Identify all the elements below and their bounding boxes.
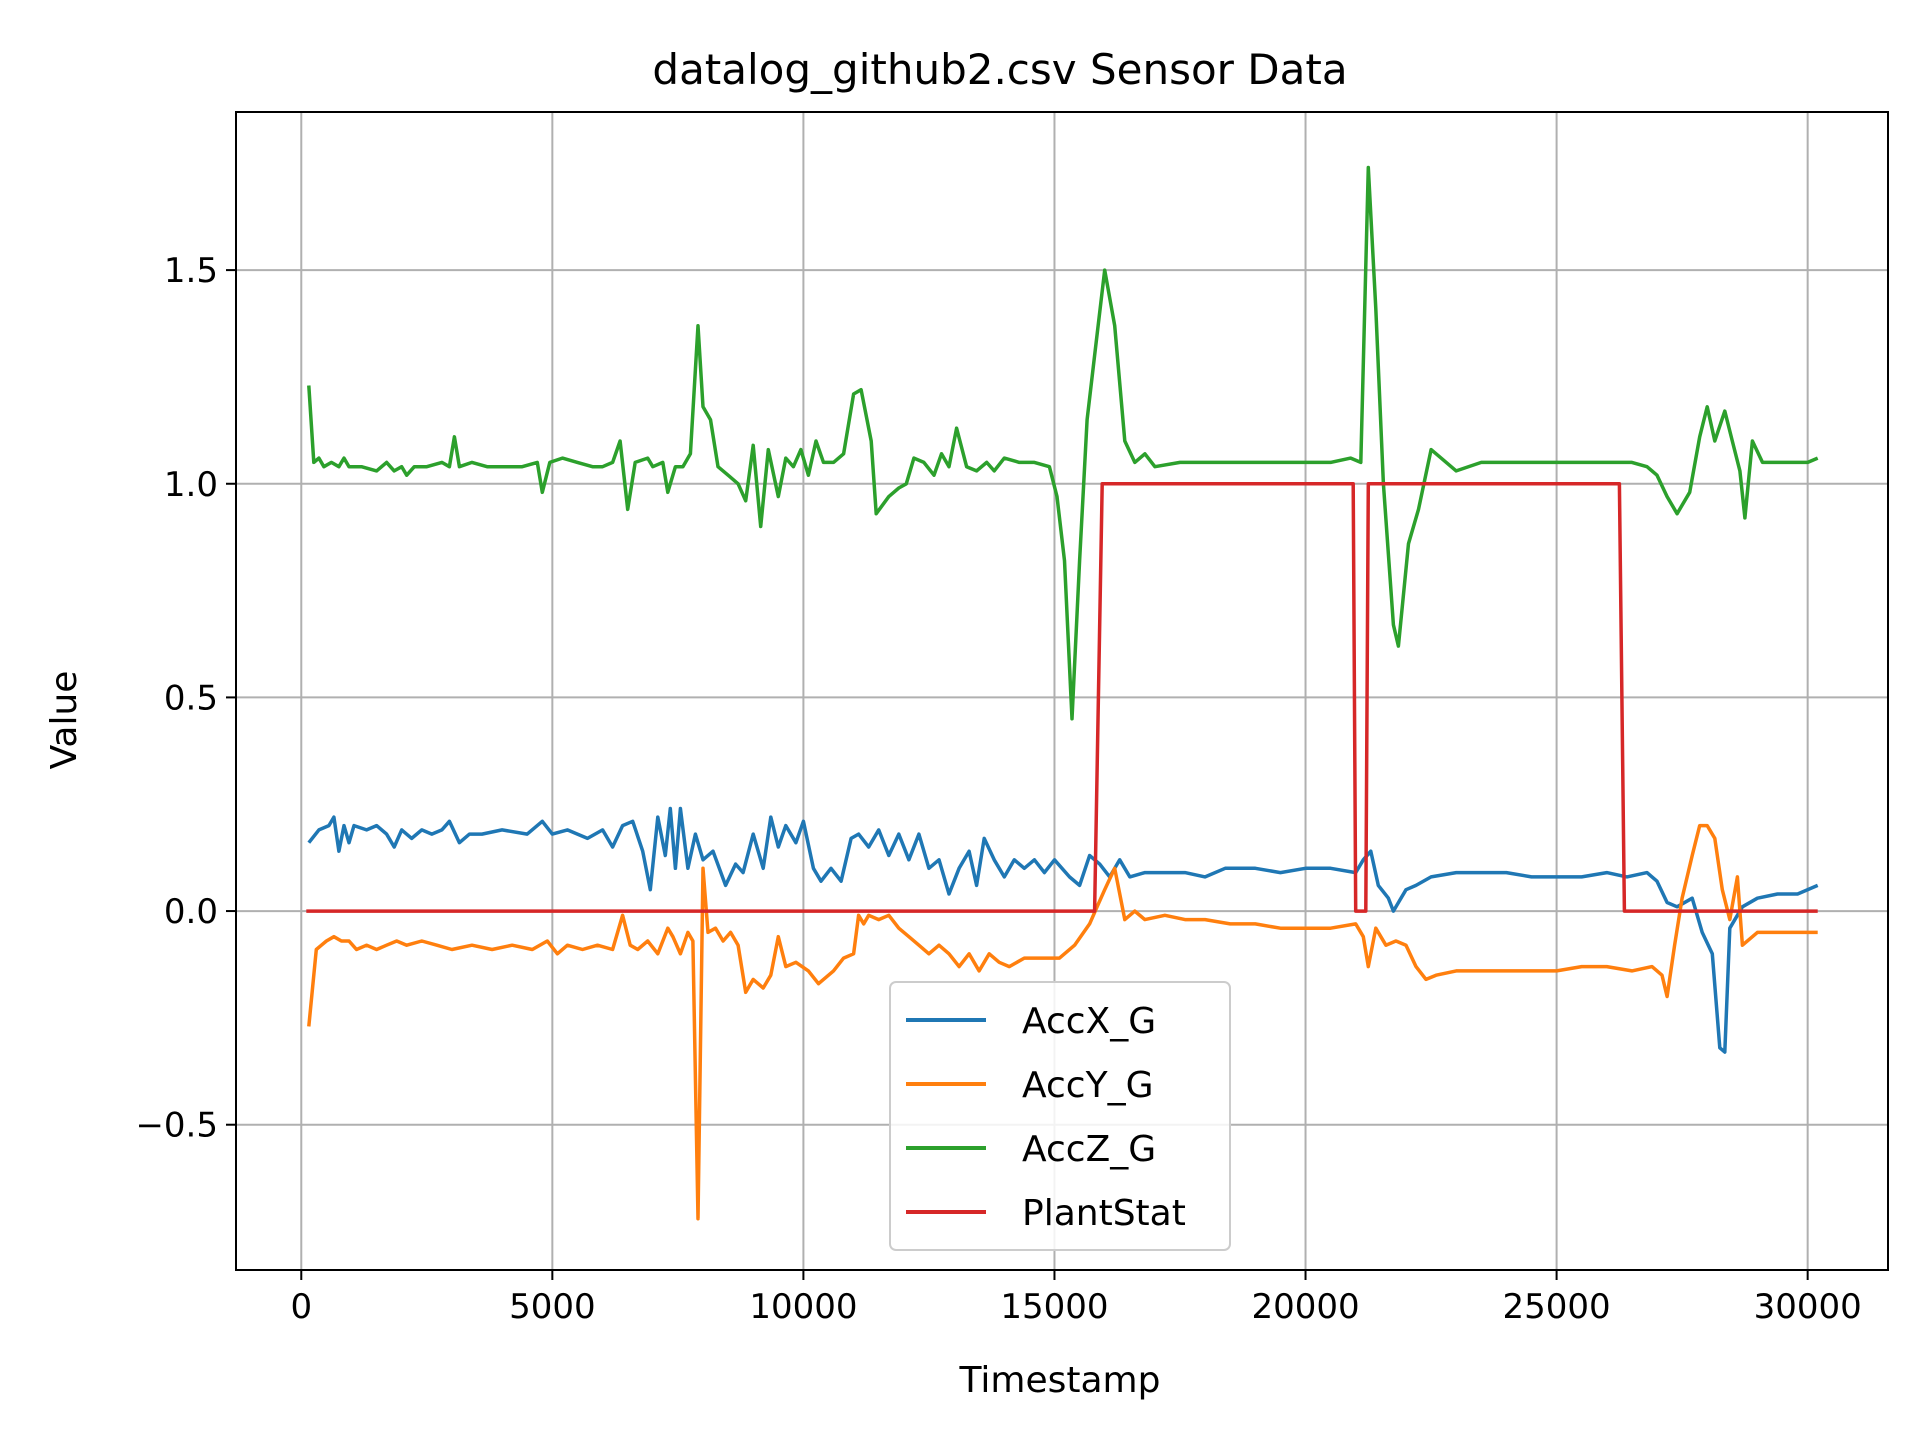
series-lines	[306, 165, 1819, 1221]
legend-label: PlantStat	[1022, 1193, 1186, 1234]
legend-box	[889, 981, 1231, 1251]
y-tick-label: 1.5	[164, 251, 218, 291]
series-line-accz-g	[307, 165, 1819, 721]
x-axis-label: Timestamp	[959, 1360, 1161, 1401]
y-tick-label: −0.5	[135, 1106, 218, 1146]
x-tick-label: 30000	[1754, 1287, 1862, 1327]
x-tick-label: 25000	[1503, 1287, 1611, 1327]
legend: AccX_G AccY_G AccZ_G PlantStat	[889, 981, 1231, 1251]
series-line-accy-g	[307, 823, 1818, 1221]
x-tick-label: 10000	[749, 1287, 857, 1327]
legend-label: AccZ_G	[1022, 1129, 1156, 1170]
x-tick-label: 0	[290, 1287, 312, 1327]
y-tick-label: 1.0	[164, 465, 218, 505]
series-line-accx-g	[307, 806, 1819, 1054]
chart-title: datalog_github2.csv Sensor Data	[652, 45, 1347, 94]
plot-frame	[235, 111, 1889, 1271]
y-tick-label: 0.5	[164, 678, 218, 718]
x-tick-label: 5000	[509, 1287, 596, 1327]
y-axis-label: Value	[44, 671, 85, 770]
x-tick-label: 20000	[1251, 1287, 1359, 1327]
legend-label: AccY_G	[1022, 1065, 1153, 1106]
series-line-plantstat	[306, 482, 1818, 913]
axis-ticks: 0 5000 10000 15000 20000 25000 30000 −0.5 0.0 0.5…	[135, 251, 1861, 1327]
y-tick-label: 0.0	[164, 892, 218, 932]
legend-label: AccX_G	[1022, 1001, 1156, 1042]
x-tick-label: 15000	[1000, 1287, 1108, 1327]
